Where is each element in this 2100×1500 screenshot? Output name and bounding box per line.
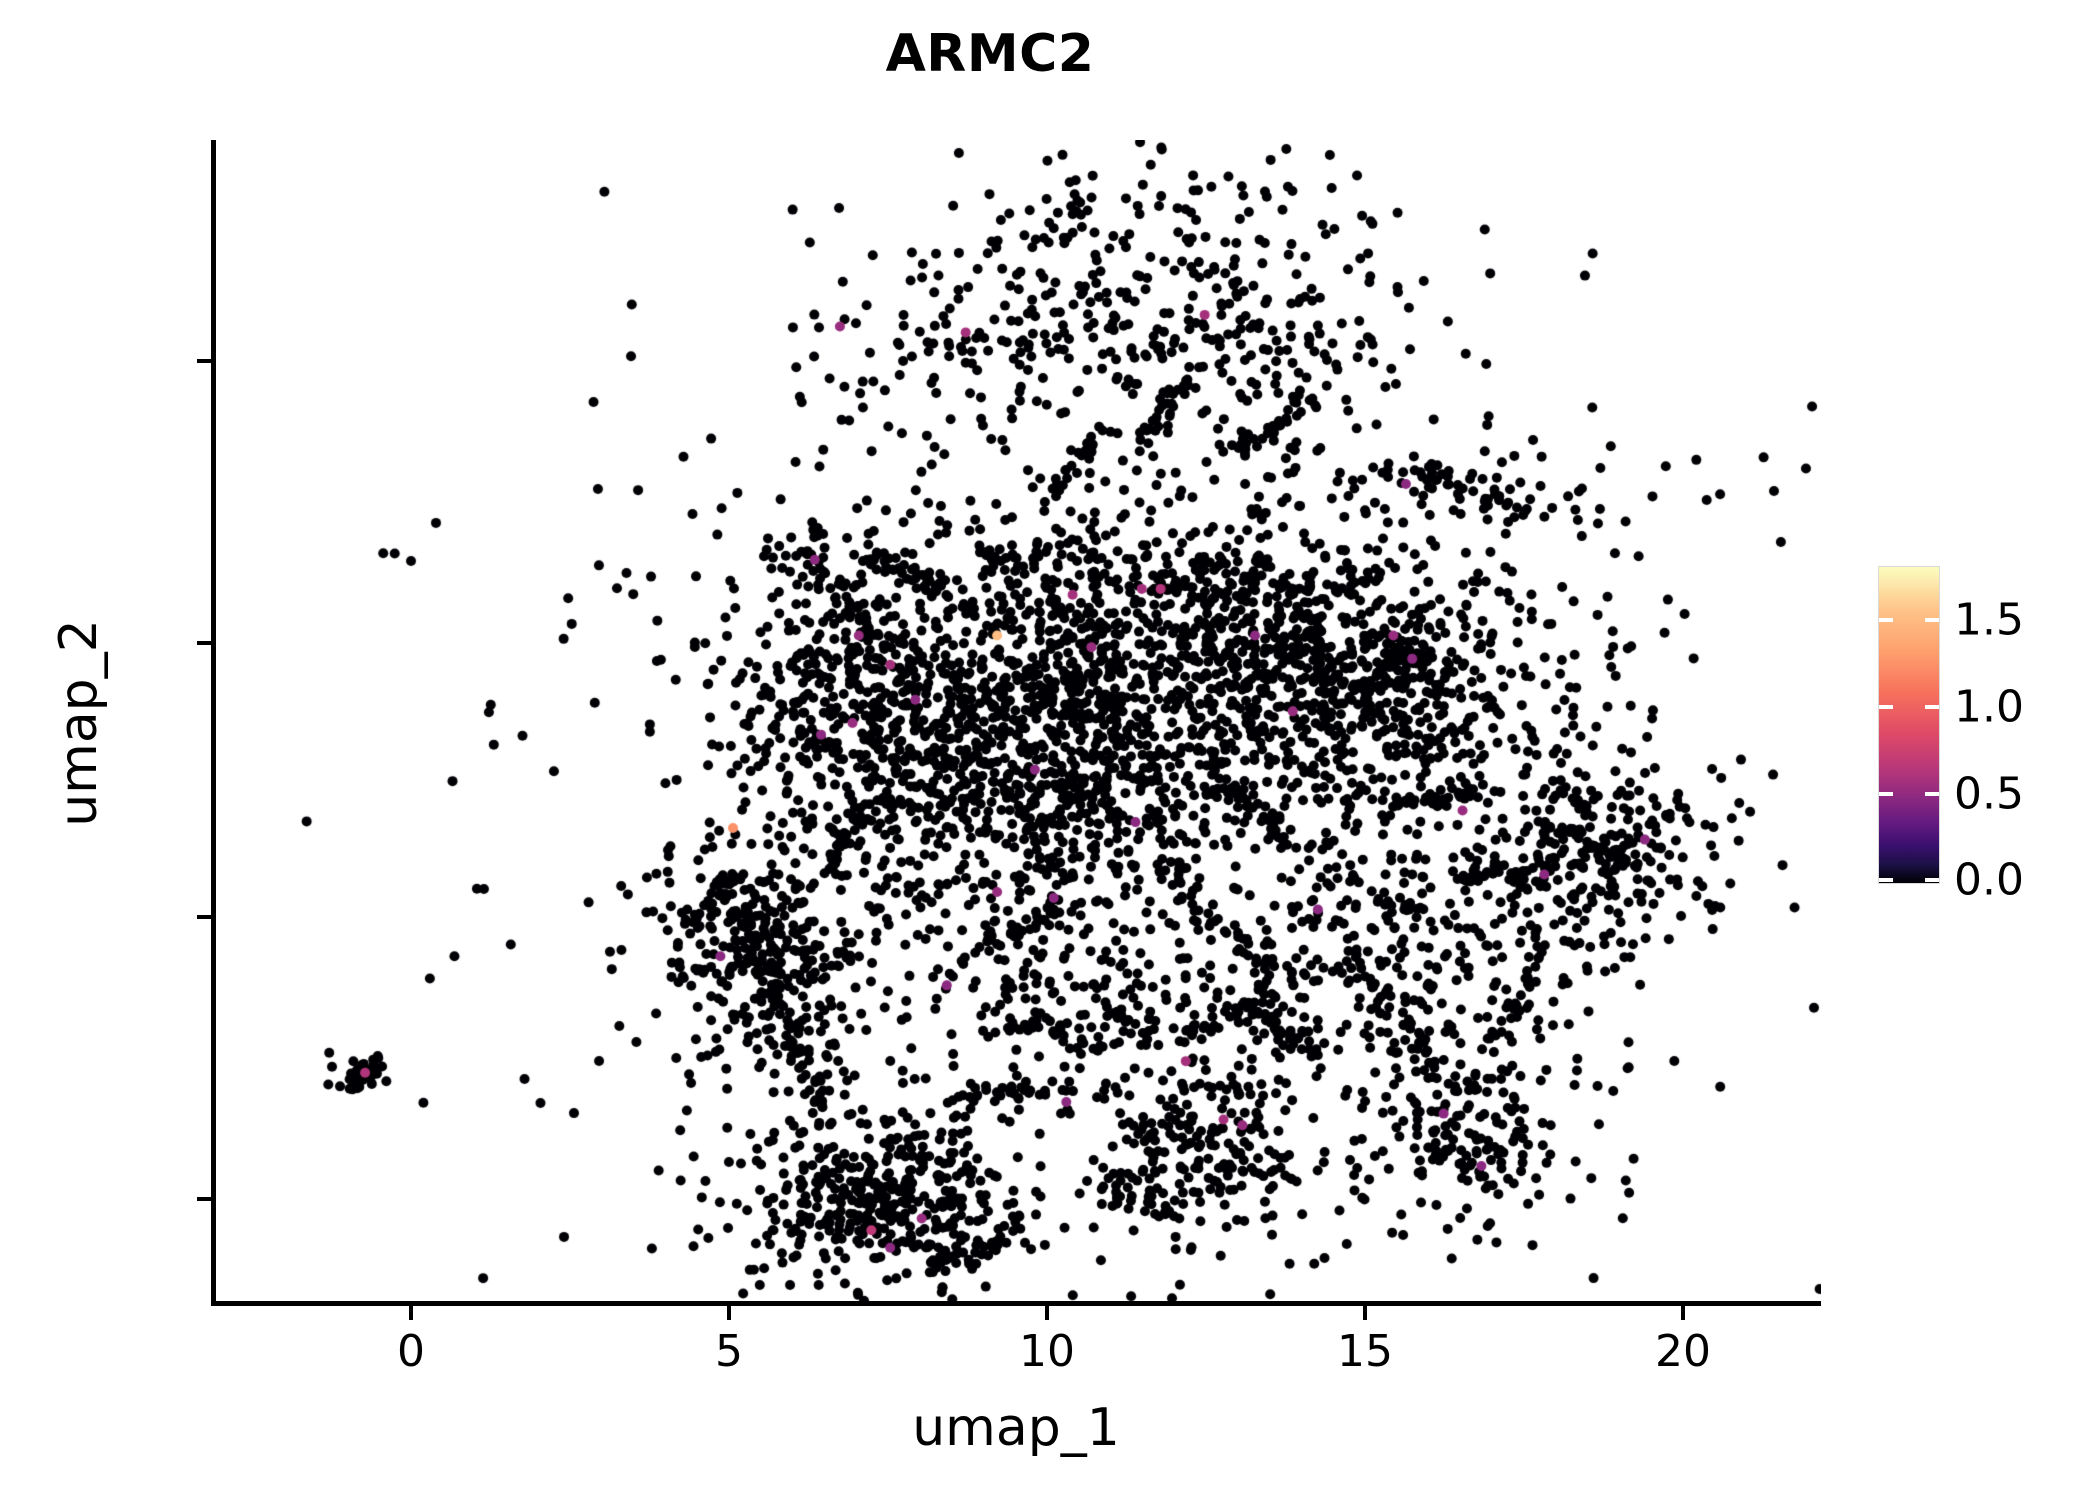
colorbar-tick-1.0-left [1879,705,1893,709]
x-tick-label-20: 20 [1655,1326,1711,1377]
x-tick-mark-15 [1363,1306,1367,1320]
y-tick-mark-minus5 [197,1197,211,1201]
plot-axes: 10 5 0 -5 0 5 10 15 20 umap_2 umap_1 [49,140,1821,1458]
y-tick-mark-0 [197,915,211,919]
x-axis-spine [211,1301,1821,1306]
y-axis-spine [211,140,216,1306]
colorbar-label-1.0: 1.0 [1954,681,2024,733]
y-tick-mark-10 [197,359,211,363]
colorbar: 1.5 1.0 0.5 0.0 [1878,566,2024,906]
x-tick-mark-20 [1681,1306,1685,1320]
colorbar-tick-0.5-left [1879,792,1893,796]
colorbar-tick-0.5-right [1925,792,1939,796]
colorbar-tick-1.5-left [1879,618,1893,622]
x-axis-label: umap_1 [912,1398,1120,1458]
colorbar-label-1.5: 1.5 [1954,594,2024,646]
x-tick-mark-10 [1045,1306,1049,1320]
x-tick-mark-5 [727,1306,731,1320]
y-tick-mark-5 [197,641,211,645]
colorbar-label-0.0: 0.0 [1954,854,2024,906]
x-tick-label-10: 10 [1019,1326,1075,1377]
x-tick-mark-0 [409,1306,413,1320]
colorbar-tick-0.0-right [1925,878,1939,882]
page-title: ARMC2 [885,24,1095,84]
colorbar-tick-1.5-right [1925,618,1939,622]
colorbar-label-0.5: 0.5 [1954,768,2024,820]
x-tick-label-5: 5 [715,1326,743,1377]
colorbar-tick-0.0-left [1879,878,1893,882]
x-tick-label-0: 0 [397,1326,425,1377]
y-axis-label: umap_2 [49,619,109,827]
scatter-plot-canvas [211,140,1821,1306]
colorbar-gradient [1878,566,1940,884]
x-tick-label-15: 15 [1337,1326,1393,1377]
colorbar-tick-1.0-right [1925,705,1939,709]
